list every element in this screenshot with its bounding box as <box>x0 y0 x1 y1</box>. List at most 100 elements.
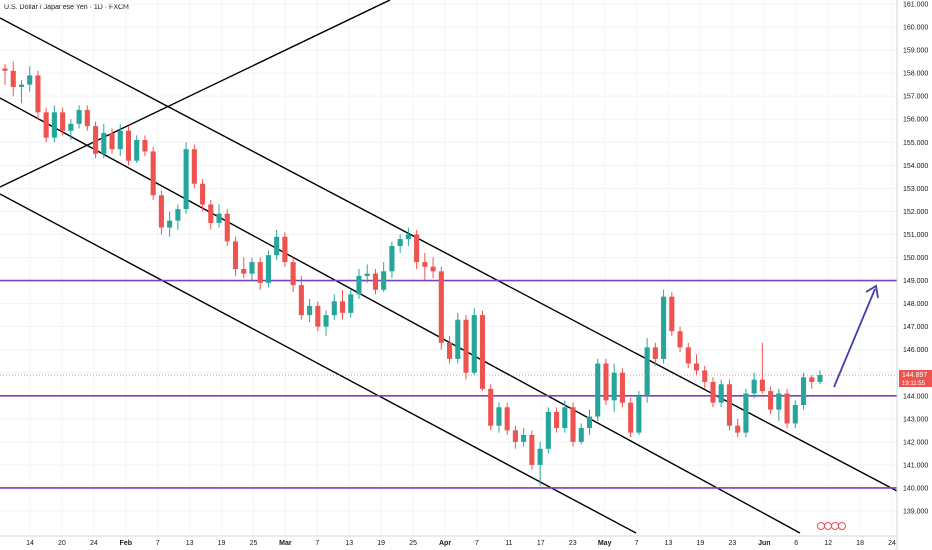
candle-body[interactable] <box>2 68 8 71</box>
channel-line-lower[interactable] <box>0 193 637 534</box>
candle-body[interactable] <box>389 245 395 272</box>
candle-body[interactable] <box>463 319 469 373</box>
candle-body[interactable] <box>496 407 502 426</box>
candle-body[interactable] <box>685 347 691 364</box>
candle-body[interactable] <box>175 209 181 221</box>
candle-body[interactable] <box>315 305 321 327</box>
projection-arrow[interactable] <box>833 284 879 388</box>
candle-body[interactable] <box>693 363 700 371</box>
candle-body[interactable] <box>710 381 716 403</box>
candle-body[interactable] <box>117 130 123 150</box>
candle-body[interactable] <box>18 84 25 87</box>
candle-body[interactable] <box>661 296 667 359</box>
candle-body[interactable] <box>84 110 90 127</box>
candle-body[interactable] <box>274 236 280 256</box>
candle-body[interactable] <box>307 305 313 316</box>
candle-body[interactable] <box>224 213 230 242</box>
candle-body[interactable] <box>27 75 33 85</box>
candle-body[interactable] <box>405 234 411 240</box>
candle-body[interactable] <box>331 301 337 316</box>
candle-body[interactable] <box>93 126 99 154</box>
candle-body[interactable] <box>677 331 683 348</box>
candle-body[interactable] <box>43 112 49 138</box>
candle-body[interactable] <box>817 375 823 382</box>
event-marker-icon[interactable] <box>817 522 825 530</box>
candle-body[interactable] <box>134 139 140 161</box>
candle-body[interactable] <box>743 393 749 433</box>
candle-body[interactable] <box>372 273 379 290</box>
candle-body[interactable] <box>619 372 625 403</box>
candle-body[interactable] <box>718 384 724 403</box>
candle-body[interactable] <box>562 407 568 429</box>
rising-trend-line[interactable] <box>0 0 391 188</box>
candle-body[interactable] <box>348 294 354 313</box>
candle-body[interactable] <box>537 448 543 465</box>
candle-body[interactable] <box>471 315 477 373</box>
candle-body[interactable] <box>455 319 461 359</box>
candle-body[interactable] <box>726 384 732 426</box>
candle-body[interactable] <box>414 234 420 263</box>
candle-body[interactable] <box>249 262 255 274</box>
candle-body[interactable] <box>232 241 239 270</box>
candle-body[interactable] <box>446 342 453 359</box>
candle-body[interactable] <box>101 133 107 154</box>
candle-body[interactable] <box>200 183 206 205</box>
candle-body[interactable] <box>76 110 82 124</box>
event-marker-icon[interactable] <box>824 522 832 530</box>
candle-body[interactable] <box>611 372 617 401</box>
candle-body[interactable] <box>628 402 634 433</box>
candle-body[interactable] <box>759 379 765 392</box>
candle-body[interactable] <box>290 262 296 286</box>
candle-body[interactable] <box>430 266 436 272</box>
candle-body[interactable] <box>241 269 247 274</box>
candle-body[interactable] <box>364 273 370 276</box>
candle-body[interactable] <box>167 220 173 228</box>
candle-body[interactable] <box>554 411 560 429</box>
candle-body[interactable] <box>150 151 156 196</box>
candle-body[interactable] <box>603 363 609 401</box>
candle-body[interactable] <box>768 391 774 410</box>
candle-body[interactable] <box>339 301 346 313</box>
candle-body[interactable] <box>800 377 807 405</box>
candle-body[interactable] <box>809 377 815 382</box>
candle-body[interactable] <box>669 296 675 332</box>
candle-body[interactable] <box>504 407 510 431</box>
candle-body[interactable] <box>735 425 741 433</box>
candle-body[interactable] <box>595 363 601 417</box>
channel-line-middle[interactable] <box>0 97 801 534</box>
event-marker-icon[interactable] <box>838 522 846 530</box>
candle-body[interactable] <box>35 75 41 113</box>
candle-body[interactable] <box>784 393 790 424</box>
candle-body[interactable] <box>751 379 757 394</box>
candle-body[interactable] <box>438 271 444 343</box>
event-marker-icon[interactable] <box>831 522 839 530</box>
candle-body[interactable] <box>636 395 642 433</box>
candle-body[interactable] <box>586 416 593 429</box>
candle-body[interactable] <box>10 70 16 87</box>
event-markers[interactable] <box>817 522 846 530</box>
candle-body[interactable] <box>644 347 650 396</box>
candle-body[interactable] <box>545 411 551 449</box>
candle-body[interactable] <box>381 271 387 290</box>
candle-body[interactable] <box>60 112 66 131</box>
candle-body[interactable] <box>479 315 486 389</box>
candle-body[interactable] <box>109 133 115 150</box>
candle-body[interactable] <box>191 149 197 184</box>
candle-body[interactable] <box>125 130 132 161</box>
candle-body[interactable] <box>792 404 798 424</box>
candle-body[interactable] <box>216 213 222 223</box>
candle-body[interactable] <box>323 315 329 327</box>
candle-body[interactable] <box>298 285 304 316</box>
channel-line-upper[interactable] <box>0 17 898 492</box>
candle-body[interactable] <box>422 262 428 267</box>
candle-body[interactable] <box>257 262 263 283</box>
candle-body[interactable] <box>158 195 164 228</box>
candle-body[interactable] <box>578 428 584 442</box>
candle-body[interactable] <box>397 239 403 246</box>
candle-body[interactable] <box>652 347 658 359</box>
candle-body[interactable] <box>265 255 271 283</box>
candle-body[interactable] <box>282 236 288 263</box>
time-axis[interactable]: 14 20 24 Feb 7 13 19 25 Mar 7 13 19 25 Apr 7 11 17 23 May 7… <box>0 535 897 547</box>
candle-body[interactable] <box>51 112 57 138</box>
